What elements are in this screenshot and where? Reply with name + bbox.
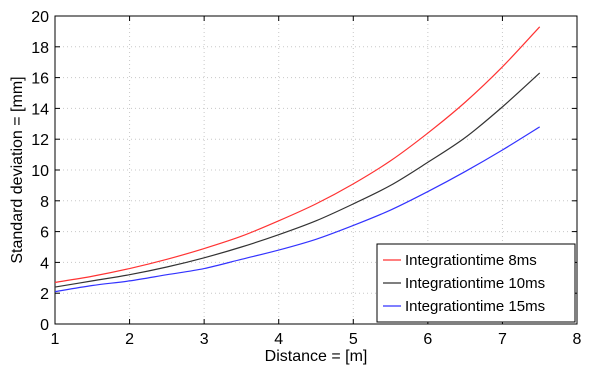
y-tick-label: 8 [40,194,49,211]
y-tick-label: 6 [40,225,49,242]
x-tick-label: 2 [125,331,134,348]
y-tick-label: 0 [40,317,49,334]
x-tick-label: 7 [498,331,507,348]
x-tick-label: 1 [51,331,60,348]
y-tick-label: 2 [40,286,49,303]
x-tick-label: 8 [573,331,582,348]
y-tick-label: 20 [31,9,49,26]
x-tick-label: 5 [349,331,358,348]
legend: Integrationtime 8ms Integrationtime 10ms I… [377,244,575,322]
legend-label-3: Integrationtime 15ms [405,298,545,315]
y-tick-label: 14 [31,101,49,118]
y-tick-label: 18 [31,40,49,57]
x-tick-label: 6 [423,331,432,348]
y-tick-label: 10 [31,163,49,180]
y-axis-label: Standard deviation = [mm] [9,76,26,263]
x-tick-label: 3 [200,331,209,348]
y-tick-label: 12 [31,132,49,149]
y-tick-label: 16 [31,71,49,88]
y-tick-label: 4 [40,255,49,272]
legend-label-1: Integrationtime 8ms [405,252,537,269]
legend-label-2: Integrationtime 10ms [405,275,545,292]
x-tick-label: 4 [274,331,283,348]
x-axis-label: Distance = [m] [265,348,368,365]
